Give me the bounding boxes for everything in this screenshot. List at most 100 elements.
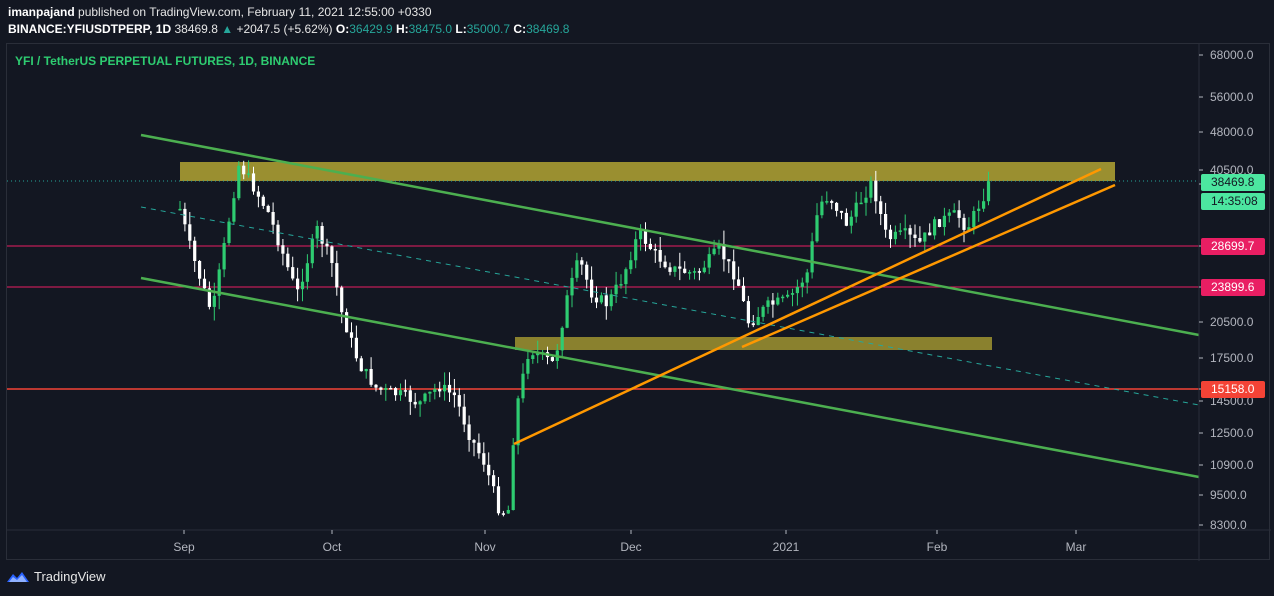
candle-body (580, 260, 584, 265)
candle-body (198, 261, 202, 279)
candle-body (296, 278, 300, 290)
candle-body (291, 267, 295, 279)
candle-body (364, 369, 368, 372)
candle-body (688, 272, 692, 274)
candle-body (374, 384, 378, 388)
candle-body (467, 424, 471, 440)
candle-body (898, 230, 902, 232)
candle-body (805, 272, 809, 283)
candle-body (972, 211, 976, 228)
candle-body (839, 210, 844, 213)
candle-body (737, 279, 741, 286)
candle-body (408, 390, 412, 402)
price-label: 68000.0 (1210, 48, 1254, 62)
candle-body (511, 445, 515, 510)
candle-body (702, 267, 706, 273)
candle-body (506, 510, 510, 514)
candle-body (732, 261, 736, 280)
candle-body (830, 201, 834, 203)
ohlc-legend: BINANCE:YFIUSDTPERP, 1D 38469.8 ▲ +2047.… (8, 22, 569, 36)
candle-body (472, 440, 476, 443)
time-label: Dec (620, 540, 641, 554)
candle-body (418, 401, 422, 405)
last-price: 38469.8 (174, 22, 218, 36)
resistance-zone (180, 162, 1115, 181)
candle-body (923, 232, 927, 242)
candle-body (599, 295, 603, 303)
candle-body (202, 278, 207, 289)
candle-body (477, 442, 481, 454)
candle-body (345, 312, 349, 333)
candle-body (266, 205, 270, 212)
candle-body (888, 229, 893, 240)
candle-body (639, 229, 643, 240)
candle-body (717, 244, 721, 249)
candle-body (874, 180, 878, 202)
candle-body (330, 246, 334, 263)
price-chart[interactable]: YFI / TetherUS PERPETUAL FUTURES, 1D, BI… (7, 44, 1271, 561)
tradingview-logo-icon[interactable] (6, 570, 30, 584)
price-change: +2047.5 (+5.62%) (236, 22, 333, 36)
candle-body (673, 266, 677, 272)
candle-body (776, 297, 780, 305)
candle-body (521, 373, 525, 399)
candle-body (986, 181, 991, 202)
open-label: O: (335, 22, 350, 36)
candle-body (653, 249, 657, 251)
candle-body (751, 323, 755, 326)
footer-brand[interactable]: TradingView (34, 569, 106, 584)
close-value: 38469.8 (526, 22, 570, 36)
candle-body (859, 202, 863, 205)
price-label: 9500.0 (1210, 488, 1247, 502)
countdown-tag: 14:35:08 (1211, 194, 1258, 208)
chart-title: YFI / TetherUS PERPETUAL FUTURES, 1D, BI… (15, 54, 315, 68)
candle-body (590, 279, 594, 298)
candle-body (648, 243, 652, 249)
symbol-label[interactable]: BINANCE:YFIUSDTPERP, 1D (8, 22, 172, 36)
candle-body (496, 486, 501, 514)
level-tag-bg (1201, 279, 1265, 296)
candle-body (237, 165, 241, 199)
candle-body (712, 248, 716, 255)
candle-body (271, 212, 275, 225)
candle-body (977, 208, 981, 211)
support-zone (515, 337, 992, 350)
candle-body (952, 210, 956, 213)
candle-body (629, 260, 633, 270)
candle-body (335, 263, 339, 288)
trend-line-lower (741, 183, 1116, 349)
candle-body (217, 269, 221, 296)
candle-body (928, 232, 932, 236)
candle-body (761, 306, 765, 317)
candle-body (222, 243, 226, 270)
candle-body (722, 244, 726, 260)
trend-line-upper (513, 167, 1102, 446)
candle-body (428, 391, 432, 394)
candle-body (188, 224, 192, 241)
author-name[interactable]: imanpajand (8, 5, 75, 19)
candle-body (766, 300, 770, 307)
current-price-tag-bg (1201, 174, 1265, 191)
price-label: 8300.0 (1210, 518, 1247, 532)
candle-body (908, 228, 912, 235)
candle-body (962, 217, 966, 230)
channel-lower-line (140, 276, 1200, 479)
candle-body (340, 287, 344, 313)
level-tag: 28699.7 (1211, 239, 1255, 253)
price-label: 48000.0 (1210, 125, 1254, 139)
candle-body (242, 165, 246, 175)
price-label: 20500.0 (1210, 315, 1254, 329)
candle-body (178, 208, 182, 211)
price-label: 12500.0 (1210, 426, 1254, 440)
candle-body (643, 229, 648, 244)
time-label: Sep (173, 540, 195, 554)
candle-body (227, 221, 231, 243)
candle-body (570, 277, 574, 296)
candle-body (398, 390, 403, 396)
chart-frame[interactable]: YFI / TetherUS PERPETUAL FUTURES, 1D, BI… (6, 43, 1271, 561)
candle-body (879, 201, 883, 214)
candle-body (854, 202, 858, 217)
candle-body (354, 337, 358, 359)
candle-body (193, 240, 197, 261)
candle-body (707, 254, 711, 268)
